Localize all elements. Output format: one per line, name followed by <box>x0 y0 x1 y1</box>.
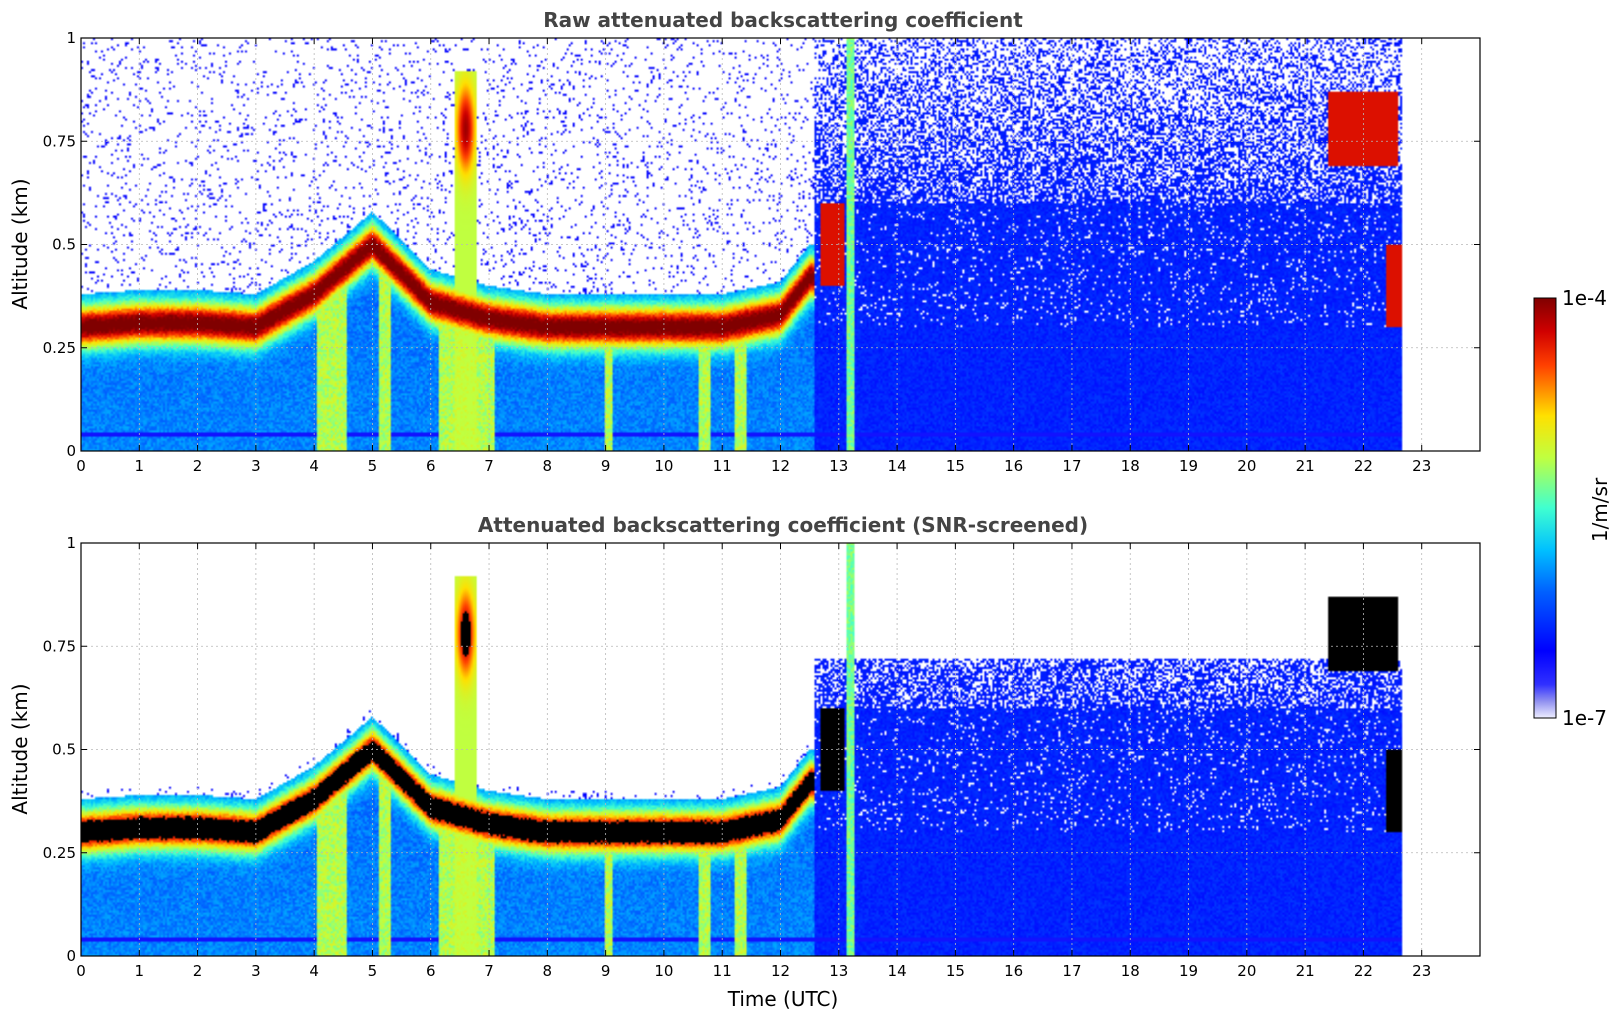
x-tick-label: 6 <box>426 457 436 475</box>
y-tick-label: 0.75 <box>43 637 76 655</box>
x-tick-label: 10 <box>654 457 673 475</box>
y-tick-label: 0.75 <box>43 132 76 150</box>
x-tick-label: 7 <box>484 962 494 980</box>
x-tick-label: 23 <box>1412 457 1431 475</box>
y-ticks-raw: 0 0.25 0.5 0.75 1 <box>43 29 1480 460</box>
x-tick-label: 12 <box>771 962 790 980</box>
ylabel-screened: Altitude (km) <box>8 683 32 814</box>
x-tick-label: 2 <box>193 457 203 475</box>
y-ticks-screened: 0 0.25 0.5 0.75 1 <box>43 534 1480 965</box>
ylabel-raw: Altitude (km) <box>8 178 32 309</box>
xlabel-time: Time (UTC) <box>727 987 839 1011</box>
x-tick-label: 4 <box>309 962 319 980</box>
raw-backscatter-panel: Raw attenuated backscattering coefficien… <box>8 8 1481 475</box>
x-tick-label: 9 <box>601 962 611 980</box>
x-tick-label: 20 <box>1237 457 1256 475</box>
y-tick-label: 1 <box>66 29 76 47</box>
y-tick-label: 0.25 <box>43 844 76 862</box>
gridlines-screened <box>81 543 1480 956</box>
x-tick-label: 13 <box>829 962 848 980</box>
x-tick-label: 5 <box>368 457 378 475</box>
x-ticks-raw: 0 1 2 3 4 5 6 7 8 9 10 11 12 13 14 15 16 17 18 19 20 21 22 23 <box>76 38 1431 475</box>
x-tick-label: 8 <box>543 962 553 980</box>
x-tick-label: 1 <box>135 962 145 980</box>
x-tick-label: 1 <box>135 457 145 475</box>
x-tick-label: 11 <box>713 962 732 980</box>
y-tick-label: 0.5 <box>52 741 76 759</box>
x-tick-label: 18 <box>1121 457 1140 475</box>
x-tick-label: 20 <box>1237 962 1256 980</box>
x-tick-label: 21 <box>1296 962 1315 980</box>
x-tick-label: 21 <box>1296 457 1315 475</box>
x-tick-label: 19 <box>1179 457 1198 475</box>
x-tick-label: 2 <box>193 962 203 980</box>
colorbar-gradient <box>1533 297 1557 719</box>
x-tick-label: 16 <box>1004 457 1023 475</box>
x-tick-label: 5 <box>368 962 378 980</box>
x-tick-label: 22 <box>1354 457 1373 475</box>
x-tick-label: 17 <box>1062 962 1081 980</box>
x-tick-label: 8 <box>543 457 553 475</box>
x-tick-label: 14 <box>888 457 907 475</box>
panel-title-screened: Attenuated backscattering coefficient (S… <box>478 513 1088 537</box>
x-tick-label: 3 <box>251 457 261 475</box>
x-tick-label: 16 <box>1004 962 1023 980</box>
x-tick-label: 0 <box>76 457 86 475</box>
x-tick-label: 18 <box>1121 962 1140 980</box>
x-tick-label: 15 <box>946 457 965 475</box>
y-tick-label: 1 <box>66 534 76 552</box>
x-tick-label: 12 <box>771 457 790 475</box>
x-tick-label: 3 <box>251 962 261 980</box>
y-tick-label: 0 <box>66 442 76 460</box>
x-tick-label: 7 <box>484 457 494 475</box>
x-tick-label: 17 <box>1062 457 1081 475</box>
x-tick-label: 11 <box>713 457 732 475</box>
y-tick-label: 0.25 <box>43 339 76 357</box>
colorbar: 1e-4 1e-7 1/m/sr <box>1533 286 1612 730</box>
x-tick-label: 6 <box>426 962 436 980</box>
x-tick-label: 13 <box>829 457 848 475</box>
x-tick-label: 0 <box>76 962 86 980</box>
x-tick-label: 4 <box>309 457 319 475</box>
x-tick-label: 22 <box>1354 962 1373 980</box>
x-tick-label: 23 <box>1412 962 1431 980</box>
screened-backscatter-panel: Attenuated backscattering coefficient (S… <box>8 513 1481 980</box>
y-tick-label: 0.5 <box>52 236 76 254</box>
colorbar-unit-label: 1/m/sr <box>1588 477 1612 542</box>
x-tick-label: 9 <box>601 457 611 475</box>
y-tick-label: 0 <box>66 947 76 965</box>
x-tick-label: 19 <box>1179 962 1198 980</box>
gridlines-raw <box>81 38 1480 451</box>
x-tick-label: 14 <box>888 962 907 980</box>
panel-title-raw: Raw attenuated backscattering coefficien… <box>543 8 1023 32</box>
x-tick-label: 10 <box>654 962 673 980</box>
colorbar-max-label: 1e-4 <box>1562 286 1607 310</box>
x-ticks-screened: 0 1 2 3 4 5 6 7 8 9 10 11 12 13 14 15 16 17 18 19 20 21 22 23 <box>76 543 1431 980</box>
x-tick-label: 15 <box>946 962 965 980</box>
colorbar-min-label: 1e-7 <box>1562 706 1607 730</box>
